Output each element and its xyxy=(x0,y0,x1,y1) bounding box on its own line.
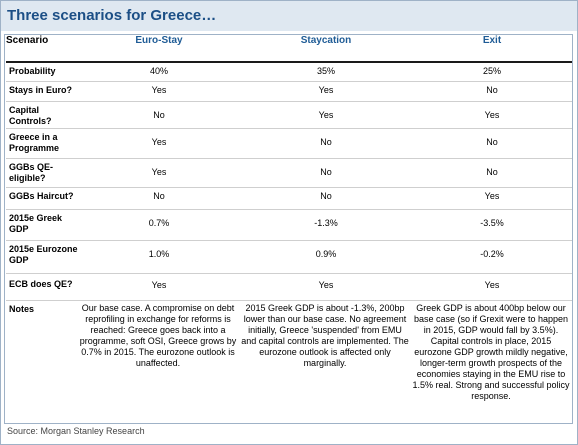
cell-exit: No xyxy=(412,158,572,188)
cell-exit: Yes xyxy=(412,101,572,129)
table-row: Stays in Euro? Yes Yes No xyxy=(6,81,572,102)
notes-staycation: 2015 Greek GDP is about -1.3%, 200bp low… xyxy=(241,302,409,368)
source-note: Source: Morgan Stanley Research xyxy=(7,426,145,436)
row-label: 2015e Greek GDP xyxy=(6,209,78,241)
row-label: Capital Controls? xyxy=(6,101,78,129)
table-row: ECB does QE? Yes Yes Yes xyxy=(6,273,572,301)
cell-staycation: 35% xyxy=(240,62,412,82)
notes-label: Notes xyxy=(9,303,35,314)
row-label: Greece in a Programme xyxy=(6,128,78,159)
cell-staycation: Yes xyxy=(240,273,412,301)
header-staycation: Staycation xyxy=(240,35,412,63)
table-row: Greece in a Programme Yes No No xyxy=(6,128,572,159)
cell-staycation: Yes xyxy=(240,101,412,129)
row-label: GGBs Haircut? xyxy=(6,187,78,210)
cell-exit: 25% xyxy=(412,62,572,82)
row-label: ECB does QE? xyxy=(6,273,78,301)
scenario-table: Scenario Euro-Stay Staycation Exit Proba… xyxy=(6,35,572,418)
cell-euro-stay: 0.7% xyxy=(78,209,240,241)
header-scenario: Scenario xyxy=(6,35,78,63)
table-row: Capital Controls? No Yes Yes xyxy=(6,101,572,129)
cell-exit: No xyxy=(412,128,572,159)
cell-exit: Yes xyxy=(412,273,572,301)
row-label: 2015e Eurozone GDP xyxy=(6,240,78,274)
table-row: 2015e Greek GDP 0.7% -1.3% -3.5% xyxy=(6,209,572,241)
cell-euro-stay: Yes xyxy=(78,128,240,159)
header-euro-stay: Euro-Stay xyxy=(78,35,240,63)
notes-exit: Greek GDP is about 400bp below our base … xyxy=(412,302,570,401)
cell-exit: Yes xyxy=(412,187,572,210)
cell-staycation: 0.9% xyxy=(240,240,412,274)
exhibit-title: Three scenarios for Greece… xyxy=(1,1,577,31)
row-label: Probability xyxy=(6,62,78,82)
row-label: Stays in Euro? xyxy=(6,81,78,102)
cell-euro-stay: Yes xyxy=(78,273,240,301)
cell-euro-stay: No xyxy=(78,187,240,210)
table-row: GGBs Haircut? No No Yes xyxy=(6,187,572,210)
cell-euro-stay: No xyxy=(78,101,240,129)
cell-staycation: No xyxy=(240,187,412,210)
cell-exit: -3.5% xyxy=(412,209,572,241)
table-row: 2015e Eurozone GDP 1.0% 0.9% -0.2% xyxy=(6,240,572,274)
table-header-row: Scenario Euro-Stay Staycation Exit xyxy=(6,35,572,63)
notes-euro-stay: Our base case. A compromise on debt repr… xyxy=(79,302,237,368)
row-label: GGBs QE-eligible? xyxy=(6,158,78,188)
cell-euro-stay: Yes xyxy=(78,81,240,102)
cell-euro-stay: 1.0% xyxy=(78,240,240,274)
cell-exit: No xyxy=(412,81,572,102)
table-row: Probability 40% 35% 25% xyxy=(6,62,572,82)
scenario-table-panel: Scenario Euro-Stay Staycation Exit Proba… xyxy=(4,34,573,424)
cell-staycation: -1.3% xyxy=(240,209,412,241)
cell-staycation: No xyxy=(240,158,412,188)
cell-euro-stay: 40% xyxy=(78,62,240,82)
cell-staycation: Yes xyxy=(240,81,412,102)
cell-staycation: No xyxy=(240,128,412,159)
cell-exit: -0.2% xyxy=(412,240,572,274)
cell-euro-stay: Yes xyxy=(78,158,240,188)
table-row: GGBs QE-eligible? Yes No No xyxy=(6,158,572,188)
notes-row: Notes Our base case. A compromise on deb… xyxy=(6,300,572,418)
header-exit: Exit xyxy=(412,35,572,63)
